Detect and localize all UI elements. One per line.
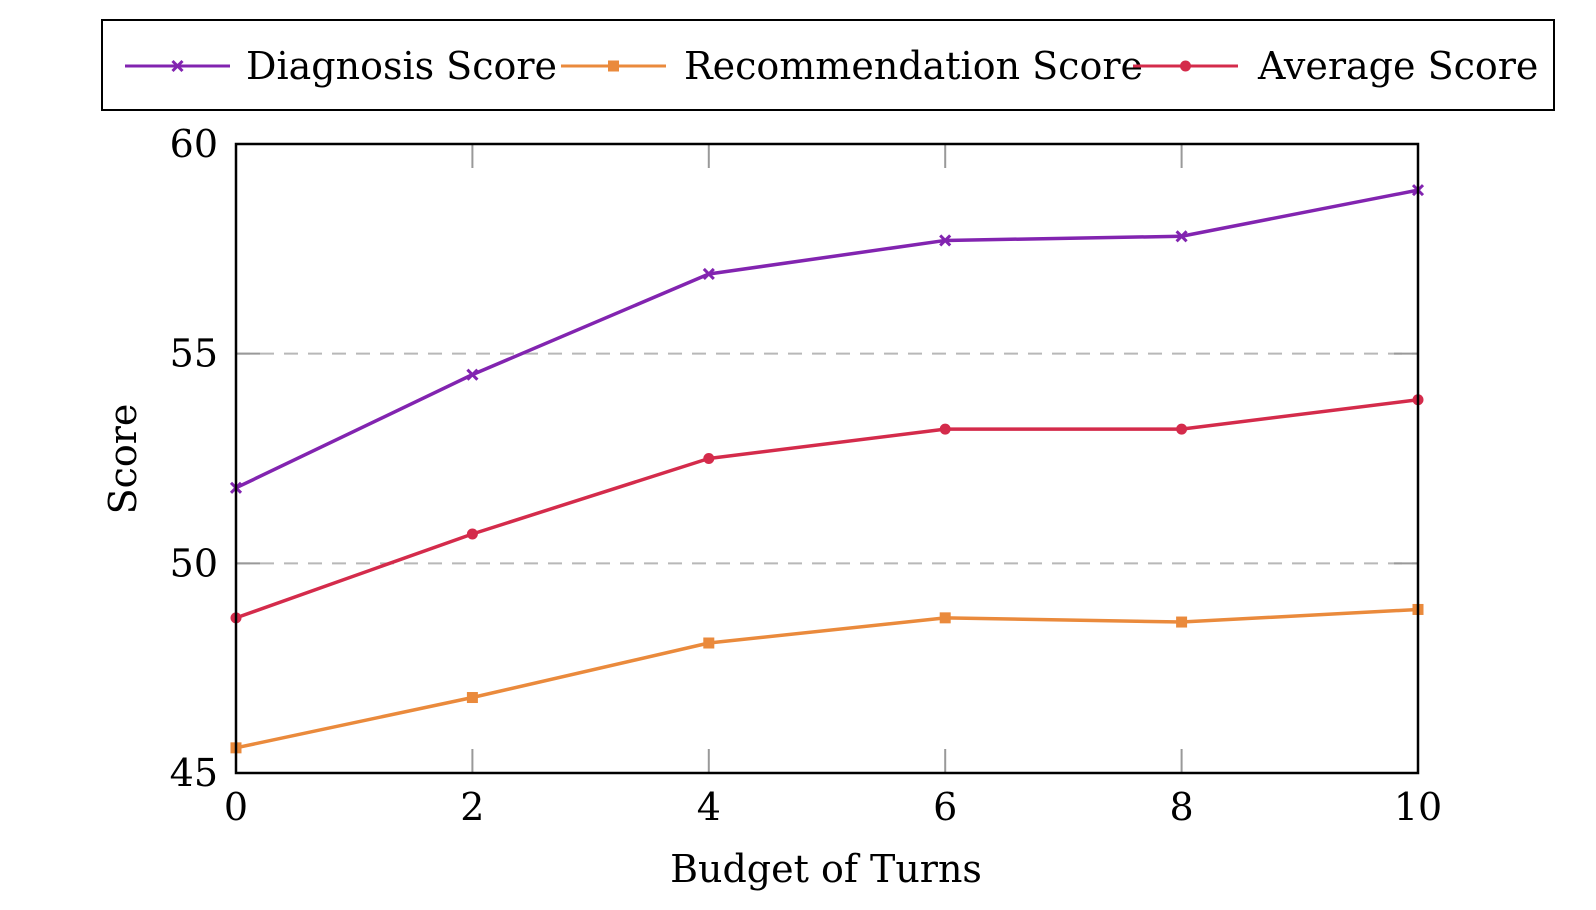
series-line <box>235 398 1419 620</box>
series-group <box>229 184 1425 754</box>
legend-marker <box>171 59 184 73</box>
data-point <box>939 234 952 247</box>
x-marker-stroke <box>702 267 715 281</box>
x-marker-stroke <box>1175 230 1188 243</box>
legend-entry-recommendation: Recommendation Score <box>561 44 1143 88</box>
plot-area <box>229 142 1425 775</box>
data-point <box>466 528 478 540</box>
legend-entry-average: Average Score <box>1133 44 1538 88</box>
legend-marker-x-icon <box>171 59 184 73</box>
tick-marks <box>235 143 1419 774</box>
x-tick-label: 10 <box>1394 785 1442 829</box>
legend-label-average: Average Score <box>1257 44 1538 88</box>
legend-marker <box>608 60 619 72</box>
x-tick-label: 8 <box>1170 785 1194 829</box>
legend-marker <box>1180 60 1191 72</box>
legend-entry-diagnosis: Diagnosis Score <box>125 44 557 88</box>
legend-box <box>101 19 1555 111</box>
data-point <box>1176 423 1188 435</box>
x-axis-title: Budget of Turns <box>670 847 982 891</box>
plot-frame <box>234 142 1420 775</box>
series-average-score <box>230 394 1424 624</box>
y-tick-label: 60 <box>170 122 218 166</box>
y-tick-label: 50 <box>170 541 218 585</box>
series-recommendation-score <box>230 603 1424 754</box>
data-point <box>1176 616 1188 628</box>
legend: Diagnosis Score Recommendation Score Ave… <box>101 19 1555 111</box>
series-diagnosis-score <box>229 184 1425 494</box>
x-tick-label: 2 <box>460 785 484 829</box>
data-point <box>703 453 715 464</box>
data-point <box>939 423 951 435</box>
y-tick-label: 45 <box>170 751 218 795</box>
x-marker-stroke <box>171 59 184 73</box>
legend-marker-square-icon <box>608 60 619 72</box>
x-tick-labels: 0 2 4 6 8 10 <box>224 785 1442 829</box>
legend-label-recommendation: Recommendation Score <box>684 44 1143 88</box>
series-line <box>235 607 1419 750</box>
data-point <box>466 692 478 704</box>
data-point <box>703 637 715 649</box>
y-axis-title: Score <box>101 404 145 515</box>
legend-label-diagnosis: Diagnosis Score <box>246 44 557 88</box>
x-marker-stroke <box>939 234 952 247</box>
y-tick-labels: 45 50 55 60 <box>170 122 218 795</box>
legend-marker-circle-icon <box>1180 60 1191 72</box>
series-line <box>235 188 1419 490</box>
data-point <box>702 267 715 281</box>
gridlines <box>236 352 1418 565</box>
x-tick-label: 6 <box>933 785 957 829</box>
y-tick-label: 55 <box>170 332 218 376</box>
x-tick-label: 4 <box>697 785 721 829</box>
data-point <box>466 368 479 381</box>
x-tick-label: 0 <box>224 785 248 829</box>
data-point <box>939 612 951 624</box>
data-point <box>1175 230 1188 243</box>
x-marker-stroke <box>466 368 479 381</box>
